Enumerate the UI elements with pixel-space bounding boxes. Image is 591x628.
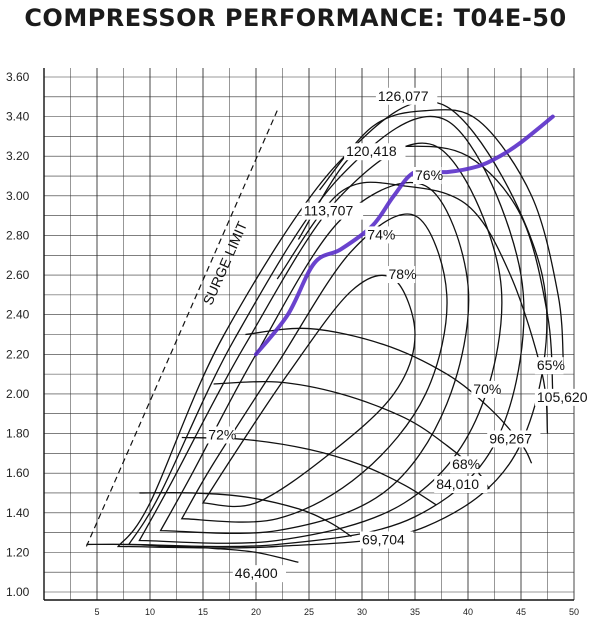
annotation-bg (487, 430, 541, 448)
annotations: 126,077 120,418 113,707 105,620 96,267 84,010… (206, 87, 591, 583)
annotation-label: 68% (452, 456, 480, 472)
x-tick-label: 10 (145, 607, 155, 617)
y-tick-label: 2.40 (6, 308, 30, 322)
efficiency-island (201, 274, 416, 508)
annotation-bg (413, 167, 442, 184)
x-tick-label: 45 (516, 607, 526, 617)
chart-title: COMPRESSOR PERFORMANCE: T04E-50 (24, 4, 567, 32)
annotation-bg (450, 456, 479, 474)
speed-line (319, 108, 565, 365)
y-tick-label: 1.60 (6, 466, 30, 480)
y-tick-label: 1.20 (6, 545, 30, 559)
annotation-label: 105,620 (537, 389, 588, 405)
y-tick-label: 3.40 (6, 110, 30, 124)
annotation-bg (434, 476, 488, 493)
annotation-bg (365, 226, 394, 244)
x-tick-label: 15 (198, 607, 208, 617)
x-tick-label: 20 (251, 607, 261, 617)
y-tick-label: 2.60 (6, 268, 30, 282)
annotation-label: 84,010 (436, 476, 479, 492)
highlight-line-path (254, 114, 555, 357)
annotation-label: 65% (537, 357, 565, 373)
x-tick-label: 35 (410, 607, 420, 617)
y-tick-label: 2.00 (6, 387, 30, 401)
annotation-label: 120,418 (346, 143, 397, 159)
efficiency-island (180, 213, 448, 523)
y-tick-label: 2.80 (6, 228, 30, 242)
x-tick-label: 25 (304, 607, 314, 617)
annotation-bg (206, 426, 235, 444)
y-tick-label: 1.00 (6, 585, 30, 599)
efficiency-island (138, 142, 503, 544)
axes (43, 68, 574, 601)
y-tick-label: 1.80 (6, 427, 30, 441)
y-tick-label: 1.40 (6, 506, 30, 520)
annotation-label: 96,267 (489, 430, 532, 446)
highlight-line (254, 114, 555, 357)
speed-line (139, 492, 352, 538)
tick-labels: 1.00 1.20 1.40 1.60 1.80 2.00 2.20 2.40 2.60 2.80… (6, 70, 579, 617)
grid (43, 68, 575, 600)
annotation-label: 70% (473, 381, 501, 397)
annotation-label: 46,400 (235, 565, 278, 581)
surge-limit-label: SURGE LIMIT (200, 219, 251, 308)
efficiency-island (159, 181, 470, 535)
annotation-label: 78% (389, 266, 417, 282)
y-tick-label: 3.20 (6, 149, 30, 163)
annotation-bg (232, 565, 286, 583)
annotation-label: 69,704 (362, 531, 405, 547)
annotation-label: 113,707 (304, 203, 354, 219)
annotation-bg (386, 266, 416, 284)
y-tick-label: 2.20 (6, 347, 30, 361)
efficiency-island (127, 115, 525, 548)
annotation-label: 74% (367, 226, 395, 242)
annotation-bg (375, 87, 438, 105)
annotation-bg (534, 388, 591, 406)
annotation-bg (360, 531, 414, 549)
annotation-bg (471, 380, 500, 398)
speed-line (181, 436, 437, 506)
annotation-bg (344, 143, 406, 161)
annotation-label: 126,077 (378, 88, 429, 104)
annotation-bg (301, 202, 364, 220)
annotation-bg (534, 357, 564, 375)
annotation-label: 72% (208, 426, 236, 442)
y-tick-label: 3.00 (6, 189, 30, 203)
x-tick-label: 40 (463, 607, 473, 617)
y-tick-label: 3.60 (6, 70, 30, 84)
x-tick-label: 30 (357, 607, 367, 617)
efficiency-islands (116, 100, 548, 549)
x-tick-label: 50 (569, 607, 579, 617)
x-tick-label: 5 (94, 607, 99, 617)
annotation-label: 76% (415, 167, 443, 183)
efficiency-island (116, 100, 548, 549)
